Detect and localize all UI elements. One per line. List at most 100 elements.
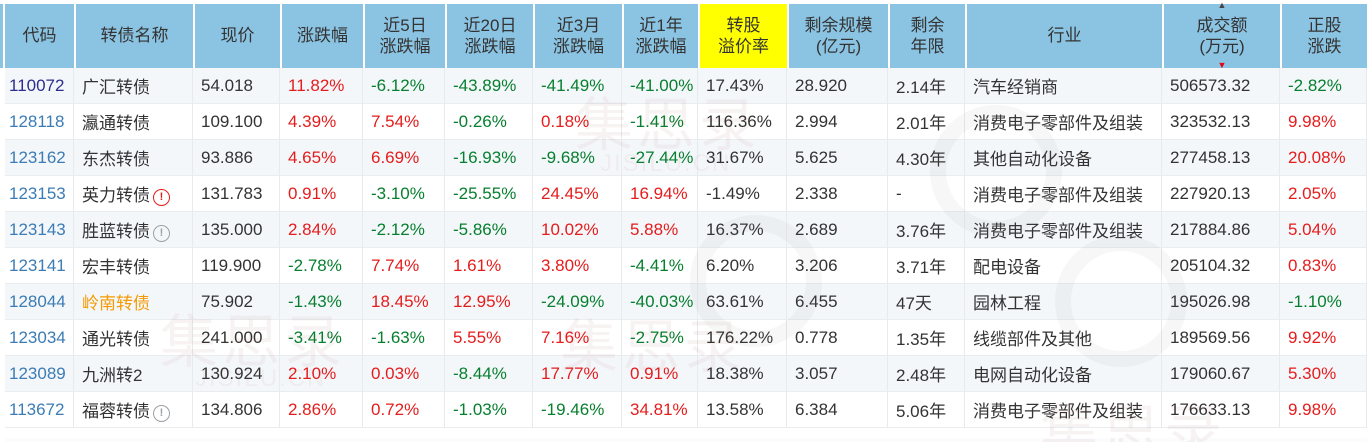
cell-stockchg: -2.82% — [1280, 68, 1367, 104]
cell-price: 241.000 — [193, 320, 280, 356]
cell-industry: 电网自动化设备 — [965, 356, 1162, 392]
table-row: 123089 九洲转2 130.924 2.10% 0.03% -8.44% 17.77% 0… — [5, 356, 1367, 392]
cell-chg3m: -24.09% — [533, 284, 622, 320]
cell-chg20d: -1.03% — [445, 392, 533, 428]
col-header-name[interactable]: 转债名称 — [74, 4, 193, 68]
col-header-premium[interactable]: 转股 溢价率 — [698, 4, 787, 68]
cell-premium: 17.43% — [698, 68, 787, 104]
cell-chg1y: -40.03% — [622, 284, 698, 320]
cell-turnover: 205104.32 — [1162, 248, 1280, 284]
bond-code-link[interactable]: 123141 — [9, 255, 66, 275]
sort-asc-icon[interactable]: ▲ — [1217, 0, 1227, 10]
cell-chg1y: 0.91% — [622, 356, 698, 392]
col-header-code[interactable]: 代码 — [5, 4, 74, 68]
col-header-label: (万元) — [1199, 37, 1245, 56]
table-row: 123153 英力转债! 131.783 0.91% -3.10% -25.55% 24.4… — [5, 176, 1367, 212]
cell-name: 瀛通转债 — [74, 104, 193, 140]
cell-years: 2.14年 — [888, 68, 965, 104]
cell-premium: -1.49% — [698, 176, 787, 212]
col-header-stockchg[interactable]: 正股 涨跌 — [1280, 4, 1367, 68]
cell-name: 英力转债! — [74, 176, 193, 212]
table-row: 113672 福蓉转债! 134.806 2.86% 0.72% -1.03% -19.46… — [5, 392, 1367, 428]
cropped-column-edge — [0, 4, 3, 68]
col-header-label: (亿元) — [815, 37, 862, 56]
col-header-chg1y[interactable]: 近1年 涨跌幅 — [622, 4, 698, 68]
col-header-label: 涨跌幅 — [553, 37, 604, 56]
cell-name: 胜蓝转债! — [74, 212, 193, 248]
bond-code-link[interactable]: 113672 — [9, 399, 65, 419]
cell-years: 2.01年 — [888, 104, 965, 140]
cell-turnover: 277458.13 — [1162, 140, 1280, 176]
sort-desc-icon[interactable]: ▼ — [1217, 60, 1227, 70]
cell-code: 128118 — [5, 104, 74, 140]
col-header-price[interactable]: 现价 — [193, 4, 280, 68]
col-header-chg[interactable]: 涨跌幅 — [280, 4, 363, 68]
col-header-chg3m[interactable]: 近3月涨跌幅 — [533, 4, 622, 68]
bond-table: 代码 转债名称 现价 涨跌幅 近5日 涨跌幅 近20日 涨跌幅 近3月 涨跌幅 近1年 涨跌幅 转股 溢价… — [5, 0, 1367, 428]
cell-stockchg: -1.10% — [1280, 284, 1367, 320]
cell-chg3m: -19.46% — [533, 392, 622, 428]
cell-chg20d: 12.95% — [445, 284, 533, 320]
bond-code-link[interactable]: 123143 — [9, 219, 66, 239]
alert-icon[interactable]: ! — [153, 189, 170, 206]
table-row: 123162 东杰转债 93.886 4.65% 6.69% -16.93% -9.68% -… — [5, 140, 1367, 176]
cell-premium: 18.38% — [698, 356, 787, 392]
cell-code: 123153 — [5, 176, 74, 212]
cell-turnover: 217884.86 — [1162, 212, 1280, 248]
cell-years: 4.30年 — [888, 140, 965, 176]
cell-price: 75.902 — [193, 284, 280, 320]
col-header-chg20d[interactable]: 近20日 涨跌幅 — [445, 4, 533, 68]
cell-premium: 176.22% — [698, 320, 787, 356]
table-header: 代码 转债名称 现价 涨跌幅 近5日 涨跌幅 近20日 涨跌幅 近3月 涨跌幅 近1年 涨跌幅 转股 溢价… — [5, 0, 1367, 70]
cell-name: 通光转债 — [74, 320, 193, 356]
col-header-label: 近3月 — [556, 15, 601, 35]
cell-industry: 其他自动化设备 — [965, 140, 1162, 176]
cell-code: 110072 — [5, 68, 74, 104]
cell-price: 93.886 — [193, 140, 280, 176]
table-body: 110072 广汇转债 54.018 11.82% -6.12% -43.89% -41.4… — [5, 68, 1367, 428]
cell-code: 123034 — [5, 320, 74, 356]
bond-name: 九洲转2 — [82, 366, 143, 385]
bond-code-link[interactable]: 123162 — [9, 147, 66, 167]
col-header-chg5d[interactable]: 近5日 涨跌幅 — [363, 4, 445, 68]
cell-size: 6.384 — [787, 392, 888, 428]
cell-chg20d: -5.86% — [445, 212, 533, 248]
alert-icon[interactable]: ! — [153, 405, 170, 422]
cell-industry: 线缆部件及其他 — [965, 320, 1162, 356]
bond-code-link[interactable]: 110072 — [9, 75, 65, 95]
bond-code-link[interactable]: 123089 — [9, 363, 66, 383]
bond-code-link[interactable]: 123034 — [9, 327, 66, 347]
bond-name: 英力转债 — [82, 186, 150, 205]
cell-chg: -3.41% — [280, 320, 363, 356]
cell-size: 28.920 — [787, 68, 888, 104]
cell-premium: 13.58% — [698, 392, 787, 428]
cell-name: 九洲转2 — [74, 356, 193, 392]
cell-size: 2.689 — [787, 212, 888, 248]
col-header-label: 涨跌幅 — [464, 37, 516, 56]
cell-chg: -1.43% — [280, 284, 363, 320]
cell-chg5d: 7.54% — [363, 104, 445, 140]
cell-industry: 消费电子零部件及组装 — [965, 392, 1162, 428]
cell-chg: 2.84% — [280, 212, 363, 248]
cell-chg: 4.39% — [280, 104, 363, 140]
cell-chg1y: -2.75% — [622, 320, 698, 356]
cell-chg5d: -6.12% — [363, 68, 445, 104]
col-header-label: 近5日 — [383, 15, 427, 35]
bond-code-link[interactable]: 123153 — [9, 183, 66, 203]
bond-code-link[interactable]: 128044 — [9, 291, 66, 311]
cell-industry: 消费电子零部件及组装 — [965, 104, 1162, 140]
cell-chg1y: -1.41% — [622, 104, 698, 140]
bond-code-link[interactable]: 128118 — [9, 111, 65, 131]
col-header-label: 正股 — [1307, 15, 1342, 35]
alert-icon[interactable]: ! — [153, 225, 170, 242]
col-header-label: 行业 — [1047, 26, 1082, 46]
cell-size: 2.338 — [787, 176, 888, 212]
col-header-size[interactable]: 剩余规模 (亿元) — [787, 4, 888, 68]
col-header-label: 涨跌幅 — [635, 37, 687, 56]
col-header-years[interactable]: 剩余 年限 — [888, 4, 965, 68]
cell-years: 2.48年 — [888, 356, 965, 392]
col-header-turnover[interactable]: ▲ 成交额 (万元) ▼ — [1162, 0, 1280, 70]
cell-chg20d: -16.93% — [445, 140, 533, 176]
col-header-industry[interactable]: 行业 — [965, 4, 1162, 68]
cell-chg1y: 34.81% — [622, 392, 698, 428]
